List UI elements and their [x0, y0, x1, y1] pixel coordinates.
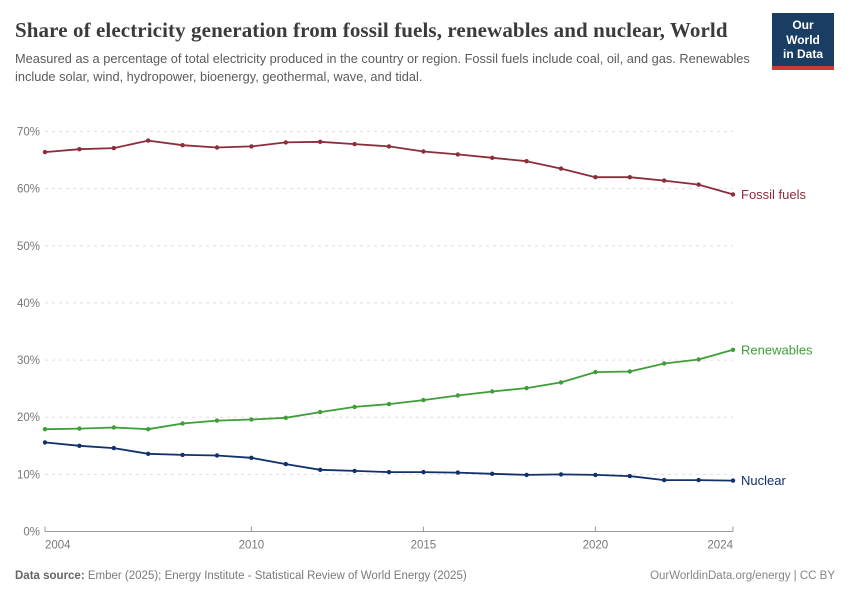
data-source-note: Data source: Ember (2025); Energy Instit… — [15, 570, 467, 582]
data-point-renewables-2013[interactable] — [352, 404, 357, 410]
data-point-nuclear-2013[interactable] — [352, 468, 357, 474]
data-point-fossil-fuels-2011[interactable] — [283, 140, 288, 145]
data-point-nuclear-2009[interactable] — [214, 453, 220, 458]
data-point-nuclear-2006[interactable] — [111, 445, 117, 451]
data-point-fossil-fuels-2004[interactable] — [42, 149, 48, 155]
series-label-nuclear: Nuclear — [741, 473, 786, 488]
data-point-nuclear-2012[interactable] — [318, 467, 323, 472]
data-point-nuclear-2020[interactable] — [593, 472, 598, 478]
data-point-nuclear-2021[interactable] — [627, 473, 632, 479]
data-point-nuclear-2017[interactable] — [490, 471, 495, 476]
data-point-renewables-2011[interactable] — [283, 415, 288, 420]
data-point-renewables-2018[interactable] — [524, 385, 529, 391]
data-point-fossil-fuels-2018[interactable] — [524, 159, 529, 164]
data-point-fossil-fuels-2016[interactable] — [455, 152, 460, 157]
y-tick-label-10: 10% — [17, 469, 40, 481]
data-point-renewables-2005[interactable] — [77, 426, 82, 431]
y-tick-label-30: 30% — [17, 355, 40, 367]
data-point-fossil-fuels-2022[interactable] — [662, 178, 667, 183]
x-tick-label-2010: 2010 — [239, 540, 265, 552]
data-point-fossil-fuels-2007[interactable] — [146, 138, 151, 143]
data-point-fossil-fuels-2008[interactable] — [180, 143, 185, 148]
series-line-fossil-fuels[interactable] — [44, 139, 734, 196]
owid-logo-box: Our World in Data — [772, 13, 834, 70]
data-point-renewables-2008[interactable] — [180, 421, 185, 426]
data-point-renewables-2012[interactable] — [318, 409, 323, 415]
x-tick-label-2015: 2015 — [411, 540, 437, 552]
data-point-nuclear-2005[interactable] — [77, 443, 82, 448]
data-point-fossil-fuels-2021[interactable] — [627, 175, 632, 180]
data-point-renewables-2016[interactable] — [455, 393, 460, 398]
data-point-nuclear-2008[interactable] — [180, 452, 185, 458]
data-point-fossil-fuels-2020[interactable] — [593, 175, 598, 180]
data-point-renewables-2021[interactable] — [627, 369, 632, 374]
data-point-nuclear-2007[interactable] — [146, 451, 151, 456]
x-tick-label-2004: 2004 — [45, 540, 71, 552]
y-tick-label-50: 50% — [17, 241, 40, 253]
data-point-renewables-2007[interactable] — [146, 427, 151, 432]
data-point-fossil-fuels-2019[interactable] — [558, 166, 564, 171]
data-point-renewables-2017[interactable] — [490, 389, 495, 394]
data-point-renewables-2015[interactable] — [421, 397, 426, 403]
data-point-renewables-2006[interactable] — [111, 425, 117, 430]
data-point-renewables-2022[interactable] — [662, 361, 667, 366]
data-point-nuclear-2011[interactable] — [283, 461, 288, 467]
data-point-renewables-2004[interactable] — [42, 427, 48, 432]
data-point-fossil-fuels-2023[interactable] — [696, 182, 701, 187]
y-tick-label-70: 70% — [17, 127, 40, 139]
data-point-nuclear-2022[interactable] — [662, 477, 667, 483]
data-point-fossil-fuels-2005[interactable] — [77, 147, 82, 152]
data-point-renewables-2020[interactable] — [593, 369, 598, 375]
data-point-fossil-fuels-2014[interactable] — [386, 144, 392, 149]
data-point-nuclear-2014[interactable] — [386, 469, 392, 475]
data-point-renewables-2014[interactable] — [386, 401, 392, 407]
data-point-fossil-fuels-2015[interactable] — [421, 149, 426, 154]
data-point-renewables-2009[interactable] — [214, 418, 220, 423]
data-source-label: Data source: — [15, 570, 85, 582]
y-tick-label-0: 0% — [23, 527, 40, 539]
data-point-nuclear-2004[interactable] — [42, 440, 48, 445]
series-label-renewables: Renewables — [741, 342, 813, 357]
credit-note: OurWorldinData.org/energy | CC BY — [650, 570, 835, 582]
data-point-renewables-2019[interactable] — [558, 380, 564, 385]
owid-logo: Our World in Data — [772, 13, 834, 70]
page-title: Share of electricity generation from fos… — [15, 18, 728, 42]
data-point-nuclear-2019[interactable] — [558, 472, 564, 477]
y-tick-label-60: 60% — [17, 184, 40, 196]
data-point-renewables-2024[interactable] — [730, 347, 736, 352]
data-point-fossil-fuels-2017[interactable] — [490, 155, 495, 160]
data-point-nuclear-2018[interactable] — [524, 472, 529, 478]
data-point-fossil-fuels-2024[interactable] — [730, 192, 736, 197]
owid-logo-line2: in Data — [782, 47, 823, 61]
chart-header: Share of electricity generation from fos… — [0, 0, 850, 86]
data-source-text: Ember (2025); Energy Institute - Statist… — [84, 570, 467, 582]
y-tick-label-40: 40% — [17, 298, 40, 310]
series-label-fossil-fuels: Fossil fuels — [741, 187, 807, 202]
page-subtitle: Measured as a percentage of total electr… — [15, 51, 750, 84]
data-point-fossil-fuels-2013[interactable] — [352, 141, 357, 147]
data-point-nuclear-2015[interactable] — [421, 469, 426, 475]
data-point-renewables-2023[interactable] — [696, 357, 701, 362]
data-point-nuclear-2023[interactable] — [696, 477, 701, 483]
data-point-nuclear-2010[interactable] — [249, 455, 254, 460]
y-tick-label-20: 20% — [17, 412, 40, 424]
data-point-fossil-fuels-2009[interactable] — [214, 145, 220, 150]
data-point-fossil-fuels-2010[interactable] — [249, 144, 254, 149]
owid-logo-line1: Our World — [786, 18, 820, 47]
data-point-fossil-fuels-2006[interactable] — [111, 145, 117, 151]
x-tick-label-2020: 2020 — [583, 540, 609, 552]
data-point-fossil-fuels-2012[interactable] — [318, 139, 323, 144]
x-tick-label-2024: 2024 — [707, 540, 733, 552]
data-point-renewables-2010[interactable] — [249, 417, 254, 422]
data-point-nuclear-2024[interactable] — [730, 478, 736, 483]
data-point-nuclear-2016[interactable] — [455, 470, 460, 475]
